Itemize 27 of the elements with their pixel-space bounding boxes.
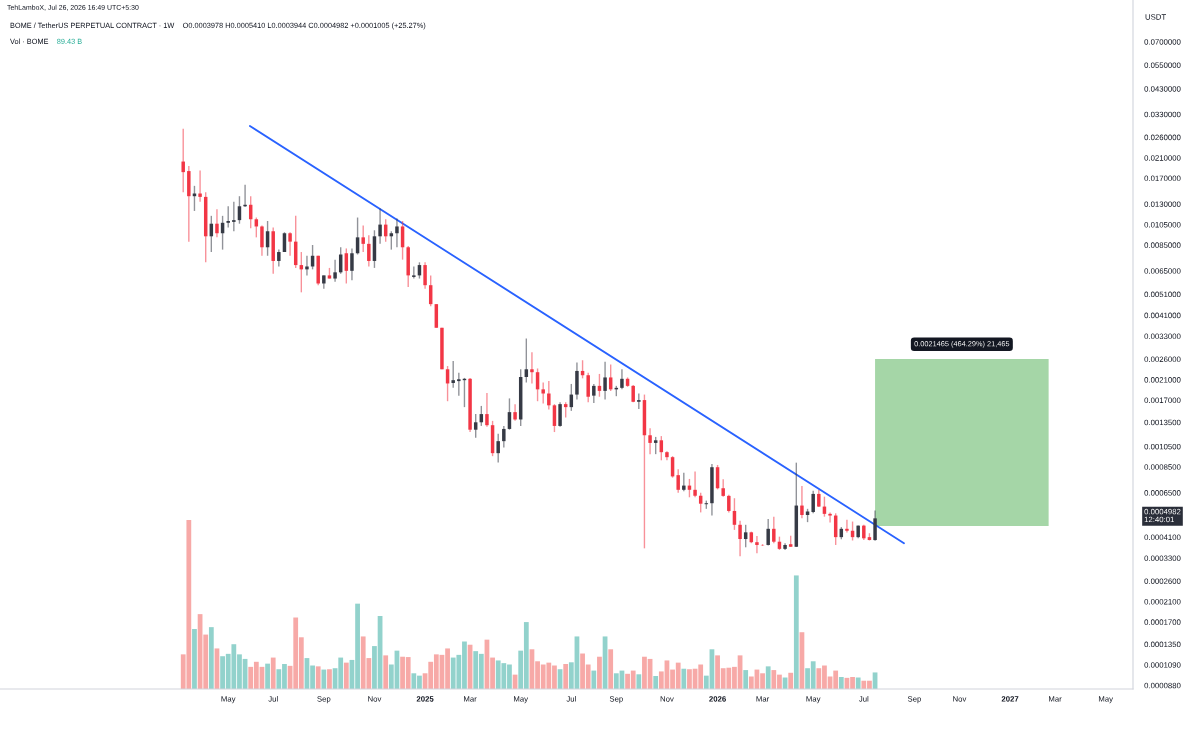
- bar: [793, 575, 799, 689]
- bar: [383, 655, 389, 689]
- bar: [192, 629, 197, 689]
- candlestick: [412, 265, 416, 280]
- bar: [681, 668, 687, 689]
- bar: [327, 669, 332, 689]
- bar: [743, 670, 749, 689]
- candlestick: [637, 392, 641, 410]
- bar: [765, 666, 771, 689]
- bar: [321, 669, 327, 689]
- bar: [608, 649, 614, 689]
- bar: [653, 675, 659, 689]
- bar: [838, 677, 844, 689]
- bar: [265, 663, 270, 689]
- bar: [636, 674, 642, 689]
- bar: [315, 666, 321, 689]
- bar: [563, 663, 569, 689]
- candlestick: [828, 511, 832, 524]
- bar: [208, 627, 214, 689]
- bar: [270, 657, 276, 689]
- candlestick: [845, 519, 849, 534]
- bar: [343, 662, 349, 689]
- bar: [855, 677, 861, 689]
- bar: [788, 672, 794, 689]
- candlestick: [755, 535, 759, 554]
- bar: [597, 656, 602, 689]
- bar: [591, 670, 597, 689]
